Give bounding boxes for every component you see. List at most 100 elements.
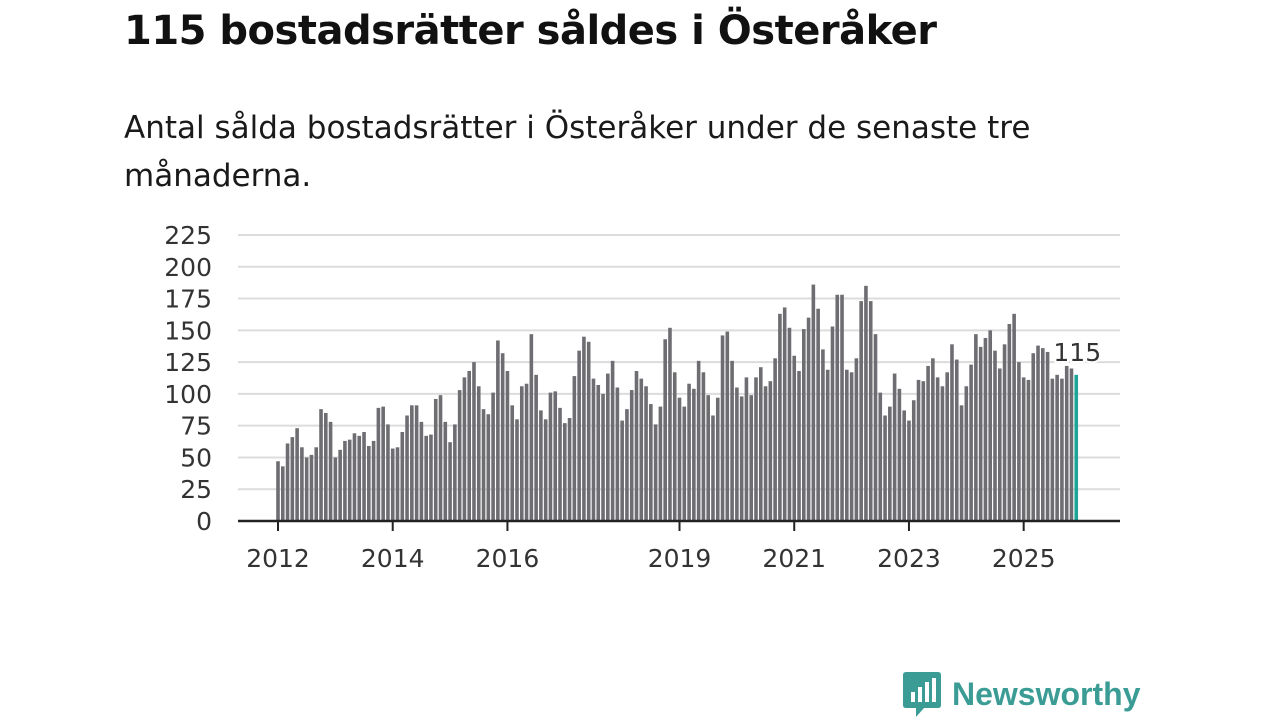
bar	[1050, 378, 1055, 521]
bar	[892, 373, 897, 521]
bar	[591, 378, 596, 521]
y-tick-label: 75	[180, 412, 212, 441]
bar	[567, 418, 572, 521]
bar	[1041, 348, 1045, 521]
bar	[615, 387, 620, 521]
bar	[1055, 374, 1059, 521]
bar	[825, 369, 830, 521]
bar	[304, 457, 309, 521]
bar	[773, 358, 777, 521]
bar	[997, 368, 1002, 521]
bar	[290, 437, 295, 521]
x-tick-label: 2025	[992, 544, 1056, 573]
bar	[878, 392, 883, 521]
last-value-label: 115	[1053, 338, 1101, 367]
bar	[443, 421, 448, 521]
bar	[782, 307, 787, 521]
bar	[295, 428, 299, 521]
bar	[352, 433, 357, 521]
bar	[314, 447, 319, 521]
bar	[840, 294, 844, 521]
bar	[610, 360, 615, 521]
bar	[300, 447, 304, 521]
bar	[472, 362, 476, 521]
bar	[539, 410, 543, 521]
bar	[668, 327, 672, 521]
bar	[510, 405, 515, 521]
bar	[419, 421, 424, 521]
x-tick-label: 2023	[877, 544, 941, 573]
bar	[888, 406, 892, 521]
bar	[433, 398, 438, 521]
bar	[601, 393, 605, 521]
bar	[1026, 379, 1031, 521]
bar	[1069, 368, 1074, 521]
bar	[1074, 374, 1079, 521]
bar	[644, 386, 648, 521]
bar	[438, 395, 443, 521]
bar	[935, 377, 940, 521]
bar	[1031, 353, 1036, 521]
bar	[333, 457, 338, 521]
bar	[457, 390, 462, 521]
x-tick-label: 2016	[476, 544, 540, 573]
bar	[328, 421, 333, 521]
newsworthy-logo: Newsworthy	[902, 670, 1140, 718]
bar	[649, 404, 653, 521]
bar	[491, 392, 495, 521]
bar	[921, 381, 926, 521]
bar	[911, 400, 916, 521]
bar	[754, 377, 758, 521]
bar	[386, 424, 390, 521]
bar	[835, 294, 840, 521]
bar	[950, 344, 954, 521]
bar	[845, 369, 849, 521]
bar	[1064, 365, 1069, 521]
bar	[357, 435, 362, 521]
bar	[792, 355, 797, 521]
bar	[347, 439, 352, 521]
bar	[907, 420, 911, 521]
bar	[978, 346, 983, 521]
bar	[338, 449, 342, 521]
bar	[797, 371, 801, 521]
bar	[543, 419, 548, 521]
bar	[548, 392, 553, 521]
bar	[653, 424, 658, 521]
bar	[725, 331, 730, 521]
bar	[500, 353, 505, 521]
bar	[429, 434, 433, 521]
bar	[1021, 377, 1026, 521]
bar	[1017, 362, 1021, 521]
bar	[945, 372, 949, 521]
bar	[639, 378, 644, 521]
bar	[902, 410, 906, 521]
bar	[629, 390, 634, 521]
bar	[505, 371, 510, 521]
bar	[969, 364, 973, 521]
bar	[926, 365, 930, 521]
bar	[400, 432, 405, 521]
bar	[974, 334, 978, 521]
bar	[696, 360, 701, 521]
bar	[763, 386, 768, 521]
y-tick-label: 175	[164, 285, 212, 314]
bar	[854, 358, 859, 521]
bar	[519, 386, 524, 521]
bar	[1012, 313, 1016, 521]
bar	[534, 374, 538, 521]
bar	[367, 446, 371, 521]
bar	[481, 409, 486, 521]
y-tick-label: 25	[180, 475, 212, 504]
bar	[309, 454, 314, 521]
bar	[883, 415, 887, 521]
bar	[749, 395, 754, 521]
bar	[390, 448, 395, 521]
bar	[453, 424, 457, 521]
bar	[324, 412, 328, 521]
x-tick-label: 2014	[361, 544, 425, 573]
bar	[410, 405, 414, 521]
bar	[319, 409, 323, 521]
bar	[940, 386, 945, 521]
